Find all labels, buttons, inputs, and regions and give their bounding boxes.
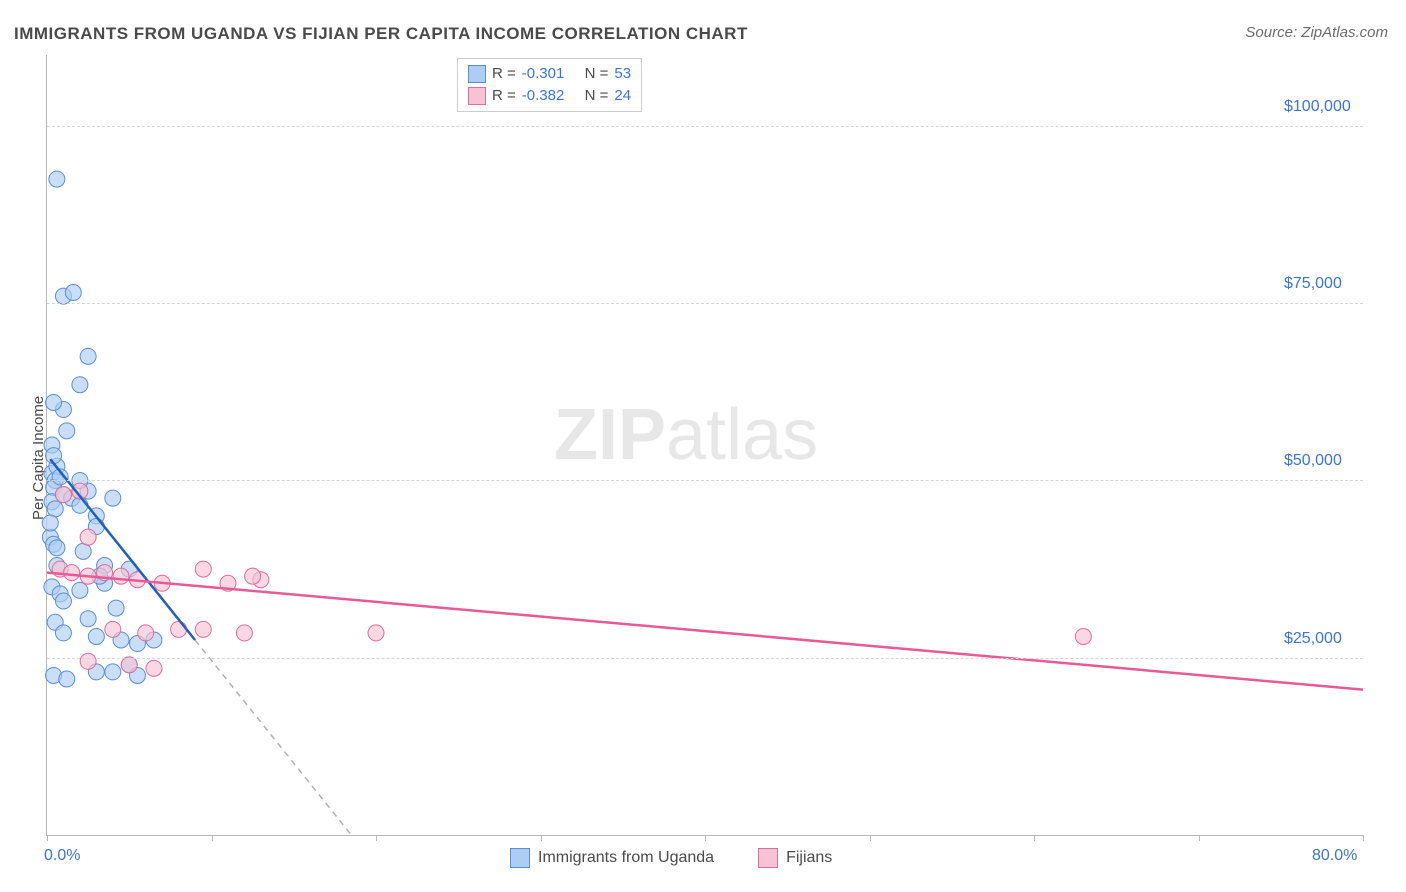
gridline: [47, 126, 1363, 127]
gridline: [47, 303, 1363, 304]
data-point-uganda: [80, 348, 96, 364]
data-point-fijians: [138, 625, 154, 641]
data-point-uganda: [65, 285, 81, 301]
data-point-uganda: [49, 540, 65, 556]
data-point-fijians: [105, 621, 121, 637]
data-point-fijians: [171, 621, 187, 637]
x-tick: [1199, 835, 1200, 841]
data-point-uganda: [72, 497, 88, 513]
data-point-uganda: [47, 501, 63, 517]
data-point-fijians: [195, 561, 211, 577]
x-tick: [1034, 835, 1035, 841]
legend-swatch-uganda: [510, 848, 530, 868]
data-point-fijians: [55, 487, 71, 503]
gridline: [47, 658, 1363, 659]
data-point-uganda: [105, 490, 121, 506]
y-tick-label: $50,000: [1284, 452, 1342, 470]
data-point-uganda: [59, 671, 75, 687]
x-tick: [541, 835, 542, 841]
data-point-fijians: [64, 565, 80, 581]
x-tick: [47, 835, 48, 841]
y-tick-label: $25,000: [1284, 630, 1342, 648]
data-point-fijians: [195, 621, 211, 637]
data-point-uganda: [46, 448, 62, 464]
data-point-fijians: [236, 625, 252, 641]
data-point-uganda: [80, 611, 96, 627]
y-tick-label: $100,000: [1284, 98, 1351, 116]
data-point-fijians: [146, 660, 162, 676]
source-value: ZipAtlas.com: [1301, 24, 1388, 41]
data-point-fijians: [368, 625, 384, 641]
data-point-uganda: [49, 171, 65, 187]
chart-title: IMMIGRANTS FROM UGANDA VS FIJIAN PER CAP…: [14, 24, 748, 44]
chart-svg-layer: [47, 55, 1363, 835]
x-tick: [705, 835, 706, 841]
data-point-uganda: [75, 543, 91, 559]
data-point-fijians: [245, 568, 261, 584]
data-point-fijians: [80, 529, 96, 545]
data-point-fijians: [121, 657, 137, 673]
legend-item-uganda: Immigrants from Uganda: [510, 848, 714, 868]
x-axis-max-label: 80.0%: [1312, 847, 1357, 865]
x-tick: [212, 835, 213, 841]
data-point-fijians: [80, 653, 96, 669]
legend-label-uganda: Immigrants from Uganda: [538, 849, 714, 867]
data-point-uganda: [59, 423, 75, 439]
gridline: [47, 480, 1363, 481]
source-label: Source:: [1245, 24, 1297, 41]
x-tick: [1363, 835, 1364, 841]
data-point-uganda: [55, 625, 71, 641]
x-tick: [870, 835, 871, 841]
data-point-uganda: [108, 600, 124, 616]
y-tick-label: $75,000: [1284, 275, 1342, 293]
legend-item-fijians: Fijians: [758, 848, 832, 868]
data-point-uganda: [72, 377, 88, 393]
data-point-uganda: [46, 394, 62, 410]
data-point-uganda: [72, 582, 88, 598]
data-point-uganda: [55, 593, 71, 609]
data-point-uganda: [42, 515, 58, 531]
x-axis-min-label: 0.0%: [44, 847, 80, 865]
legend-label-fijians: Fijians: [786, 849, 832, 867]
source-attribution: Source: ZipAtlas.com: [1245, 24, 1388, 41]
plot-area: ZIPatlas R = -0.301 N = 53R = -0.382 N =…: [46, 55, 1363, 836]
data-point-uganda: [88, 628, 104, 644]
data-point-fijians: [113, 568, 129, 584]
x-tick: [376, 835, 377, 841]
legend-swatch-fijians: [758, 848, 778, 868]
data-point-fijians: [1075, 628, 1091, 644]
series-legend: Immigrants from Uganda Fijians: [510, 848, 832, 868]
data-point-uganda: [105, 664, 121, 680]
